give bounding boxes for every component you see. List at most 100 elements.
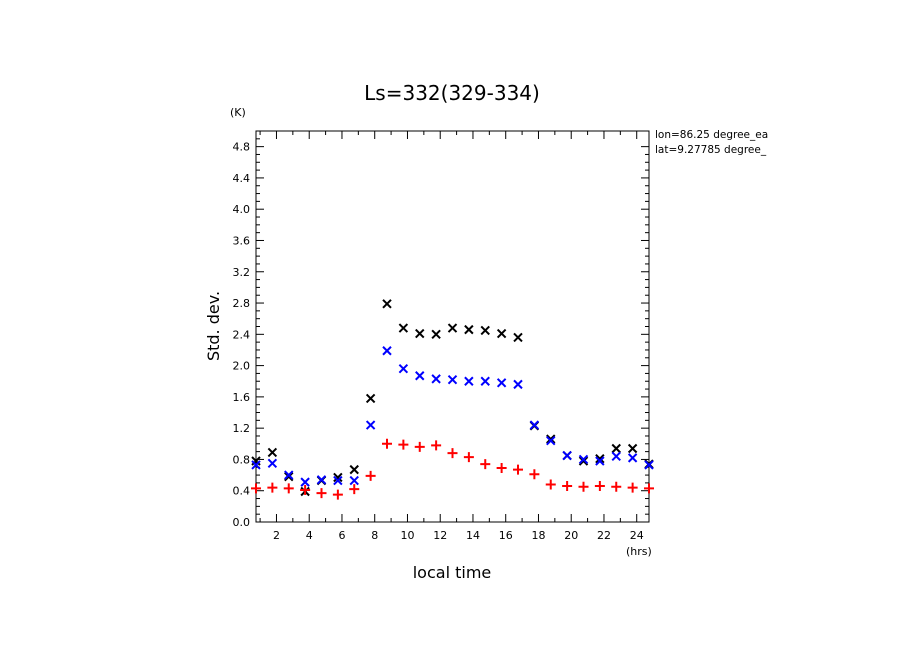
data-point	[431, 440, 442, 451]
data-point	[447, 323, 458, 333]
data-point	[496, 378, 507, 388]
x-tick-label: 14	[466, 529, 480, 542]
data-point	[316, 475, 327, 485]
data-point	[398, 323, 409, 333]
annotation-lat: lat=9.27785 degree_	[655, 144, 767, 156]
data-point	[594, 481, 605, 492]
y-tick-label: 3.6	[233, 234, 251, 247]
data-point	[644, 483, 654, 494]
data-point	[283, 483, 294, 494]
data-point	[644, 460, 654, 470]
axis-ticks: 0.0 0.4 0.8 1.2 1.6 2.0 2.4 2.8 3.2 3.6 4.0 4.4 4.8 2…	[233, 130, 649, 542]
data-point	[300, 484, 311, 495]
data-point	[627, 482, 638, 493]
data-point	[332, 489, 343, 500]
data-point	[627, 443, 638, 454]
data-point	[464, 324, 474, 335]
y-tick-label: 0.4	[233, 485, 251, 498]
data-point	[611, 481, 622, 492]
data-point	[480, 376, 490, 386]
data-point	[480, 325, 490, 336]
chart-title: Ls=332(329-334)	[364, 81, 540, 105]
data-point	[480, 459, 491, 470]
data-point	[513, 379, 523, 390]
y-tick-label: 2.8	[233, 297, 251, 310]
data-point	[398, 364, 409, 374]
y-tick-label: 2.4	[233, 328, 251, 341]
x-unit: (hrs)	[626, 545, 652, 558]
data-point	[578, 456, 589, 466]
data-point	[316, 488, 327, 499]
data-point	[431, 329, 441, 340]
data-point	[349, 475, 359, 486]
y-axis-label: Std. dev.	[204, 291, 223, 361]
data-point	[251, 460, 261, 470]
data-point	[251, 483, 261, 494]
data-point	[431, 374, 441, 384]
data-point	[578, 481, 589, 492]
data-point	[529, 469, 540, 480]
data-point	[251, 456, 261, 466]
data-point	[333, 475, 343, 486]
y-tick-label: 0.8	[233, 453, 251, 466]
data-point	[496, 328, 507, 339]
data-point	[382, 299, 392, 309]
data-point	[463, 452, 474, 463]
data-point	[611, 443, 621, 454]
data-point	[365, 470, 376, 481]
data-point	[545, 479, 556, 490]
y-tick-label: 3.2	[233, 266, 251, 279]
data-point	[415, 371, 425, 381]
x-tick-label: 12	[433, 529, 447, 542]
y-tick-label: 0.0	[233, 516, 251, 529]
x-tick-label: 6	[338, 529, 345, 542]
x-tick-label: 22	[597, 529, 611, 542]
data-point	[267, 458, 278, 469]
x-axis-label: local time	[413, 563, 492, 582]
data-point	[529, 420, 540, 430]
data-point	[382, 346, 392, 356]
data-point	[496, 463, 507, 474]
data-point	[333, 472, 343, 483]
data-point	[595, 456, 605, 466]
y-unit: (K)	[230, 106, 246, 119]
plot-frame	[255, 130, 650, 523]
data-point	[349, 484, 360, 495]
data-point	[513, 464, 523, 475]
data-point	[447, 448, 458, 459]
data-point	[595, 453, 605, 464]
y-tick-label: 4.4	[233, 172, 251, 185]
data-point	[611, 451, 621, 462]
data-point	[398, 439, 409, 450]
x-tick-label: 16	[499, 529, 513, 542]
data-point	[382, 438, 392, 449]
y-tick-label: 1.2	[233, 422, 251, 435]
data-point	[562, 481, 573, 492]
data-point	[414, 441, 425, 452]
data-point	[284, 471, 294, 482]
annotation-lon: lon=86.25 degree_ea	[655, 129, 768, 141]
data-point	[365, 393, 376, 404]
data-point	[415, 328, 425, 339]
data-point	[562, 450, 572, 461]
data-point	[578, 454, 589, 465]
data-point	[300, 477, 310, 487]
data-point	[627, 453, 638, 463]
x-tick-label: 20	[564, 529, 578, 542]
y-tick-label: 2.0	[233, 360, 251, 373]
data-point	[447, 374, 458, 385]
x-tick-label: 8	[371, 529, 378, 542]
data-point	[284, 470, 294, 480]
x-tick-label: 18	[531, 529, 545, 542]
x-tick-label: 2	[273, 529, 280, 542]
y-tick-label: 4.0	[233, 203, 251, 216]
y-tick-label: 1.6	[233, 391, 251, 404]
x-tick-label: 10	[400, 529, 414, 542]
data-point	[464, 376, 474, 386]
data-point	[365, 420, 376, 430]
data-point	[546, 434, 556, 444]
data-point	[267, 482, 278, 493]
data-point	[513, 332, 523, 343]
data-point	[546, 435, 556, 446]
